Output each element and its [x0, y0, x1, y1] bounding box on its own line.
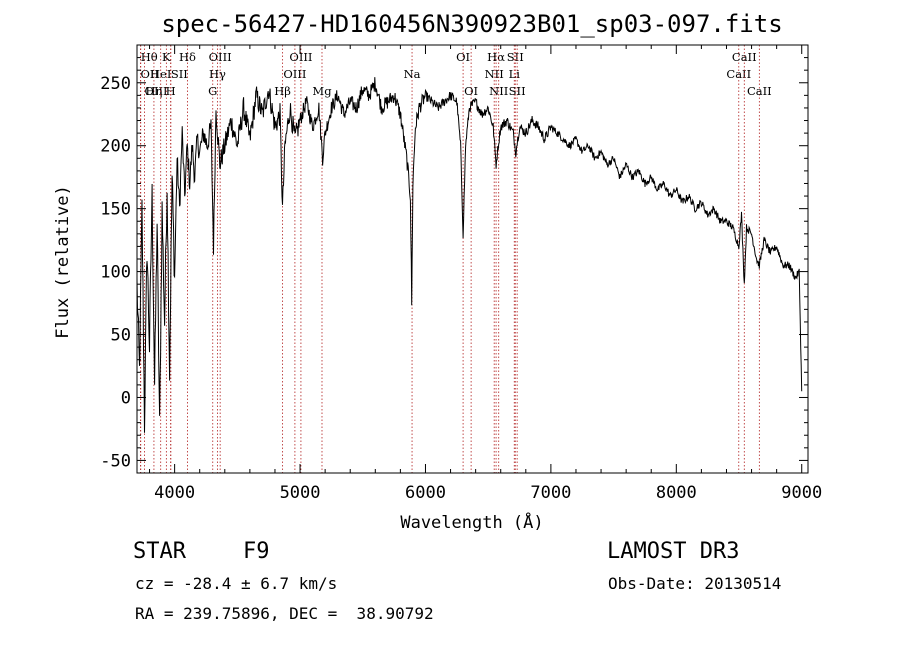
sky-coordinates: RA = 239.75896, DEC = 38.90792	[135, 604, 434, 623]
spectral-line-label: SII	[507, 50, 524, 64]
spectral-line-label: CaII	[732, 50, 757, 64]
y-tick-label: 250	[100, 74, 131, 94]
spectral-line-label: SII	[171, 67, 188, 81]
spectral-line-label: G	[208, 84, 217, 98]
spectral-line-label: OIII	[209, 50, 232, 64]
observation-date: Obs-Date: 20130514	[608, 574, 782, 593]
spectral-line-label: K	[162, 50, 171, 64]
spectral-line-label: NII	[489, 84, 508, 98]
spectral-line-label: HeI	[150, 67, 171, 81]
y-tick-label: 0	[121, 388, 131, 408]
plot-frame	[136, 44, 809, 474]
spectral-line-label: OI	[456, 50, 470, 64]
spectral-line-label: OIII	[289, 50, 312, 64]
spectral-line-label: OIII	[145, 84, 168, 98]
axes: 4000 5000 6000 7000 8000 9000 -50 0 50 100 150 200 2…	[100, 45, 822, 503]
x-tick-label: 4000	[154, 483, 195, 503]
flux-line	[136, 77, 803, 433]
spectral-line-markers: HθOIIOIIIHηHeIKHSIIHδGHγOIIIHβOIIIOIIIMg…	[140, 45, 772, 473]
spectral-line-label: OIII	[283, 67, 306, 81]
x-tick-label: 9000	[781, 483, 822, 503]
x-axis-label: Wavelength (Å)	[400, 511, 543, 533]
spectral-line-label: Hδ	[179, 50, 196, 64]
spectral-line-label: Li	[509, 67, 521, 81]
spectral-line-label: CaII	[747, 84, 772, 98]
x-tick-label: 5000	[280, 483, 321, 503]
spectral-line-label: Hη	[145, 84, 162, 98]
spectral-line-label: OI	[464, 84, 478, 98]
x-tick-label: 6000	[405, 483, 446, 503]
spectral-line-label: Hα	[487, 50, 505, 64]
spectral-line-label: OII	[141, 67, 160, 81]
object-class: STAR	[133, 539, 186, 564]
flux-series	[136, 77, 803, 433]
spectral-line-label: SII	[509, 84, 526, 98]
x-tick-label: 7000	[530, 483, 571, 503]
spectral-line-label: Hγ	[209, 67, 226, 81]
y-tick-label: 50	[111, 326, 131, 346]
spectral-line-label: Hθ	[141, 50, 158, 64]
x-tick-label: 8000	[656, 483, 697, 503]
y-tick-label: -50	[100, 451, 131, 471]
y-axis-label: Flux (relative)	[53, 185, 73, 339]
spectral-line-label: NII	[485, 67, 504, 81]
spectral-line-label: Mg	[312, 84, 332, 98]
y-tick-label: 200	[100, 137, 131, 157]
survey-name: LAMOST DR3	[607, 539, 740, 564]
spectral-line-label: Hβ	[274, 84, 291, 98]
y-tick-label: 100	[100, 263, 131, 283]
spectral-subclass: F9	[243, 539, 270, 564]
redshift-velocity: cz = -28.4 ± 6.7 km/s	[135, 574, 338, 593]
chart-title: spec-56427-HD160456N390923B01_sp03-097.f…	[161, 10, 782, 38]
y-tick-label: 150	[100, 200, 131, 220]
spectral-line-label: Na	[404, 67, 421, 81]
spectral-line-label: CaII	[726, 67, 751, 81]
